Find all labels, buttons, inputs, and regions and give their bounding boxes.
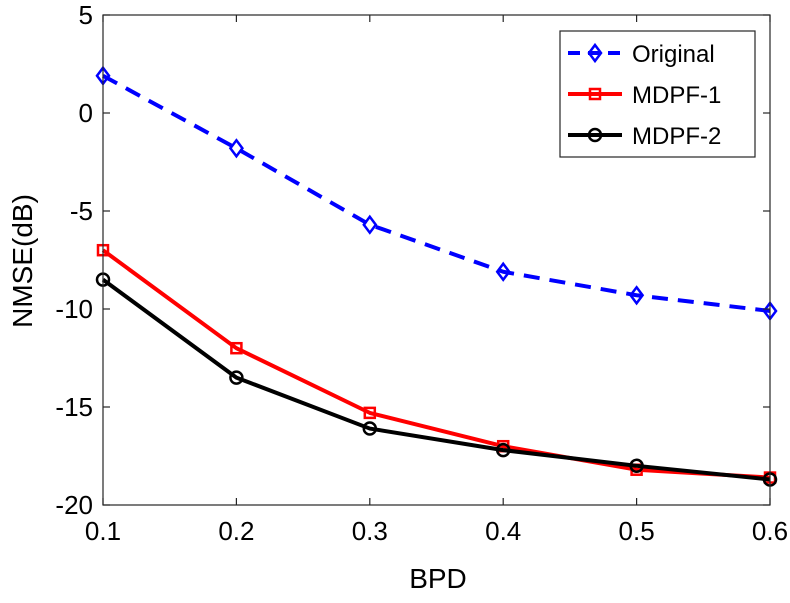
y-tick-label: -20 bbox=[55, 490, 93, 520]
axes-box bbox=[102, 14, 771, 506]
legend-marker bbox=[588, 87, 602, 101]
x-tick-label: 0.4 bbox=[485, 516, 521, 546]
legend-entry: Original bbox=[568, 41, 715, 68]
y-tick-label: -15 bbox=[55, 392, 93, 422]
x-tick-label: 0.6 bbox=[752, 516, 788, 546]
x-tick-label: 0.3 bbox=[352, 516, 388, 546]
series-line bbox=[101, 277, 771, 482]
legend-marker bbox=[587, 42, 603, 64]
x-tick-label: 0.1 bbox=[85, 516, 121, 546]
data-point bbox=[362, 214, 378, 235]
series-mdpf-2 bbox=[95, 272, 778, 487]
data-point bbox=[362, 421, 378, 436]
y-axis-label: NMSE(dB) bbox=[7, 194, 38, 328]
data-point bbox=[495, 261, 511, 282]
legend-marker bbox=[587, 127, 603, 143]
y-tick-label: 5 bbox=[79, 0, 93, 30]
x-tick-label: 0.5 bbox=[619, 516, 655, 546]
data-point bbox=[629, 458, 644, 474]
data-point bbox=[228, 138, 244, 159]
series-line bbox=[101, 248, 771, 480]
legend-label: MDPF-2 bbox=[632, 123, 721, 150]
data-point bbox=[230, 341, 243, 355]
x-tick-label: 0.2 bbox=[218, 516, 254, 546]
legend-entry: MDPF-2 bbox=[568, 123, 721, 150]
y-tick-label: -5 bbox=[70, 196, 93, 226]
y-tick-label: 0 bbox=[79, 98, 93, 128]
legend-label: Original bbox=[632, 41, 715, 68]
data-point bbox=[629, 285, 645, 306]
axes: 0.1 0.2 0.3 0.4 0.5 0.6 5 0 -5 -10 -15 -20 bbox=[55, 0, 788, 546]
series-line bbox=[102, 74, 771, 313]
x-axis-label: BPD bbox=[409, 563, 467, 594]
data-point bbox=[229, 370, 244, 385]
legend: Original MDPF-1 MDPF-2 bbox=[559, 30, 756, 158]
legend-label: MDPF-1 bbox=[632, 82, 721, 109]
data-point bbox=[495, 442, 511, 458]
data-point bbox=[363, 406, 377, 420]
legend-entry: MDPF-1 bbox=[568, 82, 721, 109]
y-tick-label: -10 bbox=[55, 294, 93, 324]
